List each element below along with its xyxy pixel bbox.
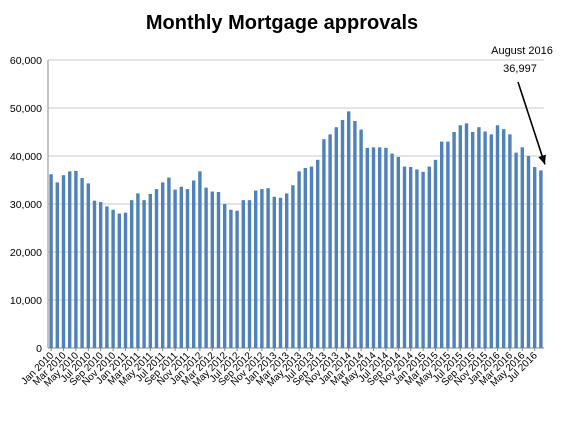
- bar: [129, 200, 134, 348]
- bar: [148, 193, 153, 348]
- bar: [371, 147, 376, 348]
- y-tick-label: 60,000: [10, 55, 42, 67]
- bar: [284, 193, 289, 348]
- bar: [204, 187, 208, 348]
- bar: [235, 210, 239, 348]
- bar: [278, 197, 283, 348]
- bar: [55, 182, 60, 348]
- bar: [415, 169, 419, 348]
- y-tick-label: 40,000: [10, 151, 42, 163]
- bar: [272, 196, 277, 348]
- annotation-label: August 2016: [491, 45, 553, 57]
- bar: [365, 147, 370, 348]
- annotation-value: 36,997: [503, 63, 537, 75]
- bar: [514, 152, 518, 348]
- bar: [508, 134, 512, 348]
- bar: [458, 125, 463, 348]
- y-tick-label: 30,000: [10, 199, 42, 211]
- bar: [477, 127, 481, 348]
- bar: [483, 131, 487, 348]
- bar: [179, 186, 184, 348]
- bar: [539, 170, 543, 348]
- bar: [74, 170, 78, 348]
- annotation-arrow: [517, 81, 546, 165]
- bar: [421, 171, 425, 348]
- bar: [247, 200, 252, 348]
- bar: [185, 189, 190, 348]
- bar: [173, 189, 177, 348]
- bar: [167, 177, 171, 348]
- bar: [123, 212, 128, 348]
- bar: [433, 159, 438, 348]
- bar: [210, 191, 215, 348]
- bar: [291, 185, 295, 348]
- bar: [439, 141, 444, 348]
- bar: [520, 147, 525, 348]
- bar: [464, 123, 469, 348]
- bar: [49, 174, 53, 348]
- bar: [328, 134, 332, 348]
- bar: [86, 183, 91, 348]
- bar: [229, 209, 233, 348]
- bar: [384, 147, 388, 348]
- bar: [340, 120, 345, 348]
- bar: [303, 168, 308, 348]
- bar: [334, 127, 339, 348]
- bar: [532, 167, 537, 348]
- bar: [105, 206, 109, 348]
- bar: [470, 132, 475, 348]
- bar: [241, 200, 246, 348]
- bar: [198, 171, 202, 348]
- bar: [315, 159, 320, 348]
- bar: [452, 132, 456, 348]
- bar: [526, 156, 531, 348]
- bar: [495, 125, 500, 348]
- bar: [67, 171, 72, 348]
- bar: [111, 209, 115, 348]
- bar: [191, 180, 196, 348]
- y-tick-label: 20,000: [10, 247, 42, 259]
- bar: [377, 147, 382, 348]
- bar: [222, 204, 227, 348]
- chart-title: Monthly Mortgage approvals: [145, 12, 419, 34]
- bar: [136, 193, 140, 348]
- bar: [92, 200, 97, 348]
- bar: [390, 153, 394, 348]
- bar: [98, 202, 103, 348]
- bar: [61, 175, 66, 348]
- bar: [266, 188, 270, 348]
- bar: [501, 129, 506, 348]
- bar: [489, 134, 494, 348]
- bar: [346, 111, 351, 348]
- bar: [160, 182, 165, 348]
- bar: [117, 213, 122, 348]
- annotation-arrowhead: [538, 154, 546, 165]
- bar: [322, 139, 326, 348]
- bar: [154, 189, 159, 348]
- bar: [253, 190, 258, 348]
- bar: [427, 166, 432, 348]
- bar: [359, 129, 363, 348]
- bar: [142, 200, 146, 348]
- bar: [297, 171, 301, 348]
- y-tick-label: 10,000: [10, 295, 42, 307]
- bar: [309, 166, 314, 348]
- bar: [260, 189, 264, 348]
- bar: [216, 192, 221, 348]
- bar: [396, 156, 401, 348]
- y-tick-label: 0: [36, 343, 42, 355]
- bar: [446, 141, 450, 348]
- bar: [353, 120, 357, 349]
- bar: [402, 166, 407, 348]
- bar: [408, 167, 413, 348]
- bar: [80, 178, 84, 348]
- y-tick-label: 50,000: [10, 103, 42, 115]
